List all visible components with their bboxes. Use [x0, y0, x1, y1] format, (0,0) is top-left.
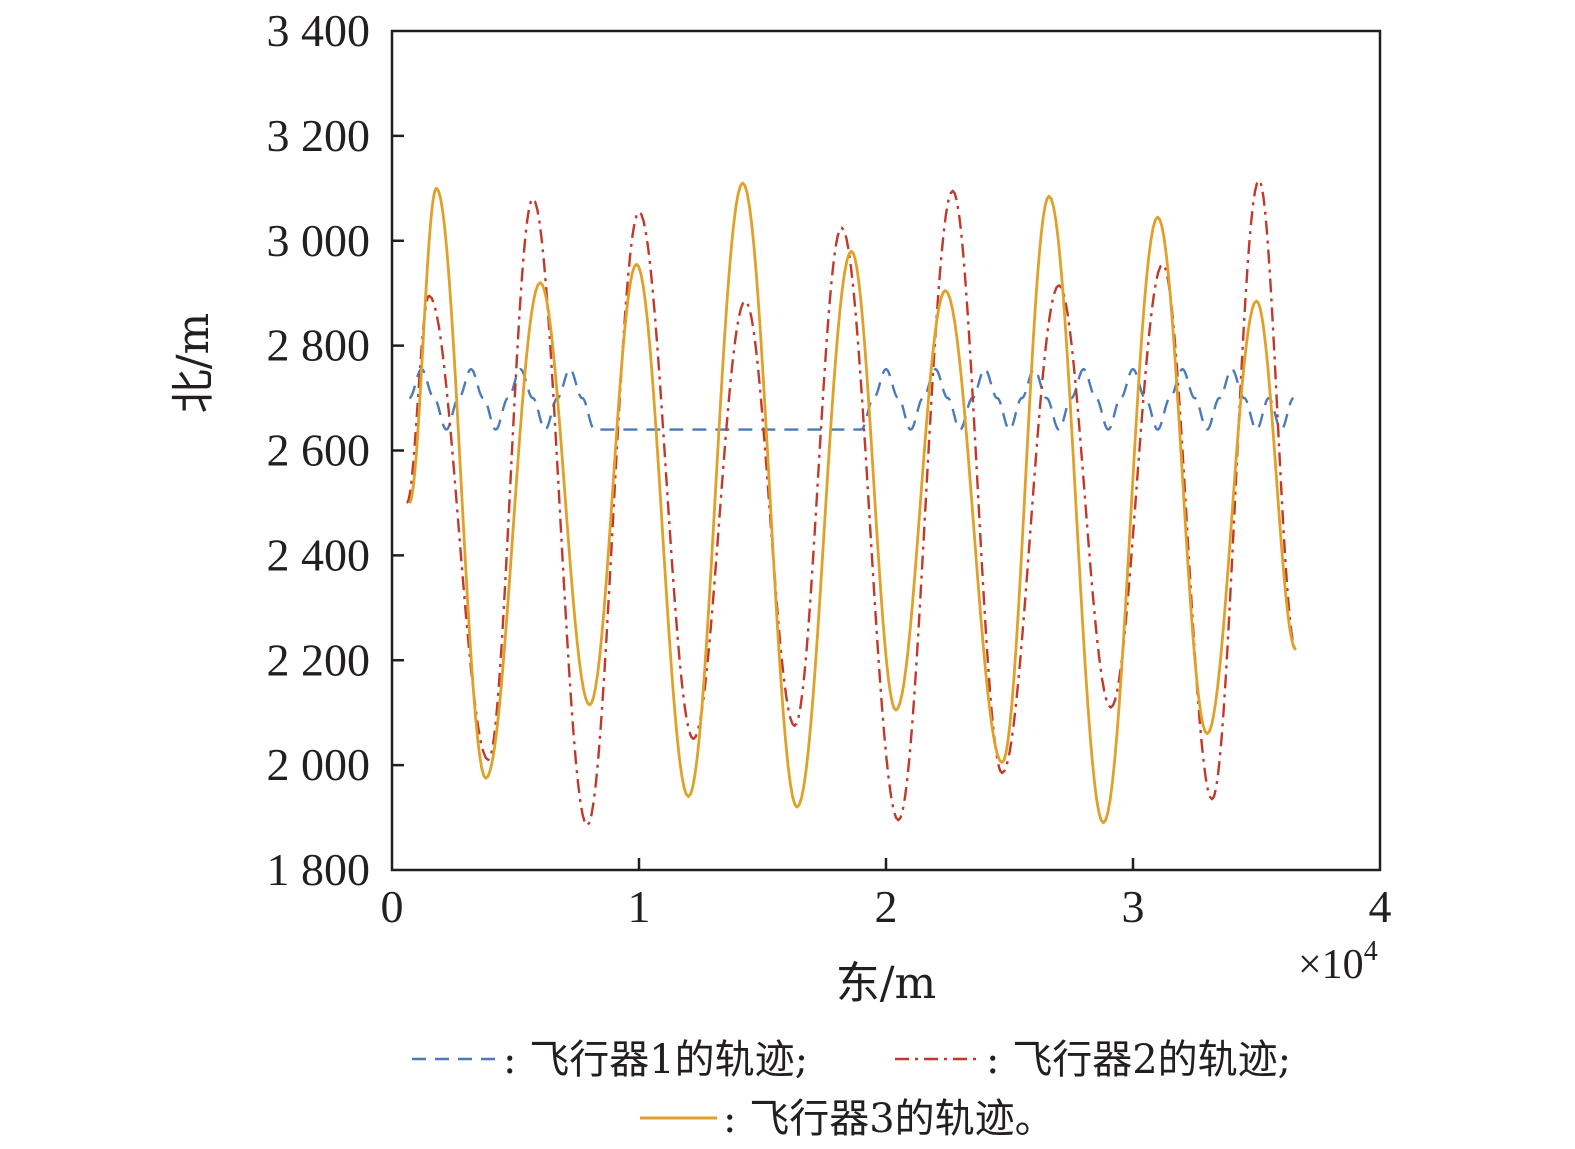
series-line-3	[408, 181, 1297, 825]
series-layer	[405, 179, 1297, 827]
legend: : 飞行器1的轨迹; : 飞行器2的轨迹; : 飞行器3的轨迹。	[412, 1037, 1291, 1142]
plot-frame	[390, 29, 1382, 872]
y-tick-label: 2 400	[267, 529, 371, 580]
y-axis-ticks: 1 800 2 000 2 200 2 400 2 600 2 800 3 000 3 200…	[267, 5, 404, 895]
y-tick-label: 1 800	[267, 844, 371, 895]
y-tick-label: 3 400	[267, 5, 371, 56]
x-axis-multiplier: ×104	[1298, 936, 1378, 988]
x-tick-label: 0	[381, 881, 404, 932]
legend-entry-2: : 飞行器2的轨迹;	[895, 1037, 1291, 1083]
x-axis-multiplier-exponent: 4	[1364, 936, 1378, 967]
x-axis-multiplier-base: ×10	[1298, 942, 1364, 988]
x-tick-label: 1	[628, 881, 651, 932]
y-tick-label: 2 000	[267, 739, 371, 790]
series-line-1	[408, 368, 1295, 431]
x-axis-title: 东/m	[836, 958, 937, 1009]
legend-label-1: : 飞行器1的轨迹;	[503, 1037, 808, 1083]
legend-entry-1: : 飞行器1的轨迹;	[412, 1037, 808, 1083]
y-tick-label: 2 800	[267, 320, 371, 371]
y-tick-label: 2 200	[267, 634, 371, 685]
x-axis-ticks: 0 1 2 3 4	[381, 858, 1392, 932]
legend-label-3: : 飞行器3的轨迹。	[723, 1096, 1055, 1142]
x-tick-label: 2	[875, 881, 898, 932]
x-tick-label: 3	[1122, 881, 1145, 932]
legend-entry-3: : 飞行器3的轨迹。	[640, 1096, 1055, 1142]
series-line-2	[405, 179, 1297, 827]
y-tick-label: 3 000	[267, 215, 371, 266]
y-tick-label: 2 600	[267, 425, 371, 476]
y-axis-title: 北/m	[168, 313, 219, 414]
legend-label-2: : 飞行器2的轨迹;	[986, 1037, 1291, 1083]
y-tick-label: 3 200	[267, 110, 371, 161]
x-tick-label: 4	[1369, 881, 1392, 932]
